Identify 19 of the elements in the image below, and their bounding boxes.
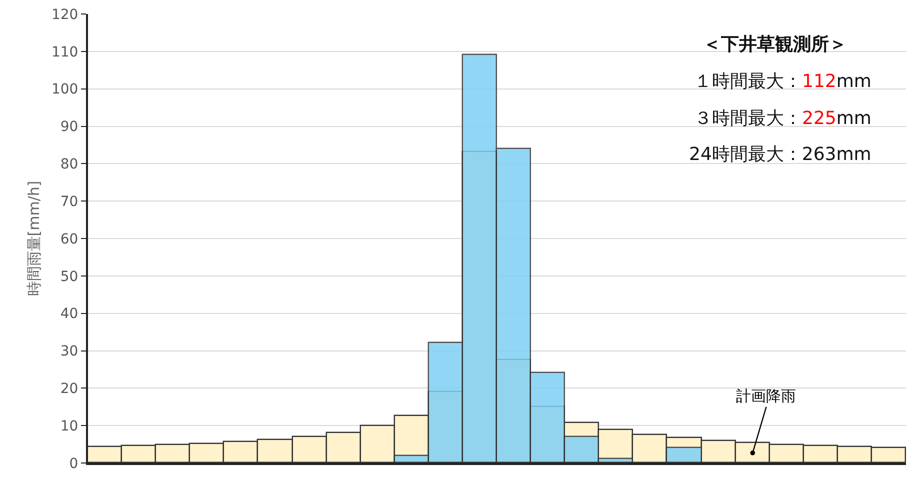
annotation: 24時間最大：263mm: [689, 144, 872, 165]
y-tick-label: 70: [60, 194, 78, 210]
y-tick-label: 110: [51, 44, 78, 60]
y-tick-label: 100: [51, 82, 78, 98]
y-tick-label: 0: [69, 456, 78, 472]
annotation: ３時間最大：225mm: [694, 108, 872, 129]
y-tick-label: 60: [60, 231, 78, 248]
y-tick-label: 50: [60, 268, 78, 285]
text: 計画降雨: [736, 387, 796, 405]
annotation: １時間最大：112mm: [694, 71, 872, 92]
y-tick-label: 10: [60, 418, 78, 434]
y-tick-label: 30: [60, 344, 78, 360]
y-tick-label: 90: [60, 119, 78, 136]
y-tick-label: 80: [60, 156, 78, 173]
annotation: ＜下井草観測所＞: [703, 34, 847, 55]
y-tick-label: 120: [51, 6, 78, 23]
y-tick-label: 40: [60, 306, 78, 322]
y-tick-label: 20: [60, 381, 78, 398]
y-axis-title: 時間雨量[mm/h]: [25, 180, 44, 296]
